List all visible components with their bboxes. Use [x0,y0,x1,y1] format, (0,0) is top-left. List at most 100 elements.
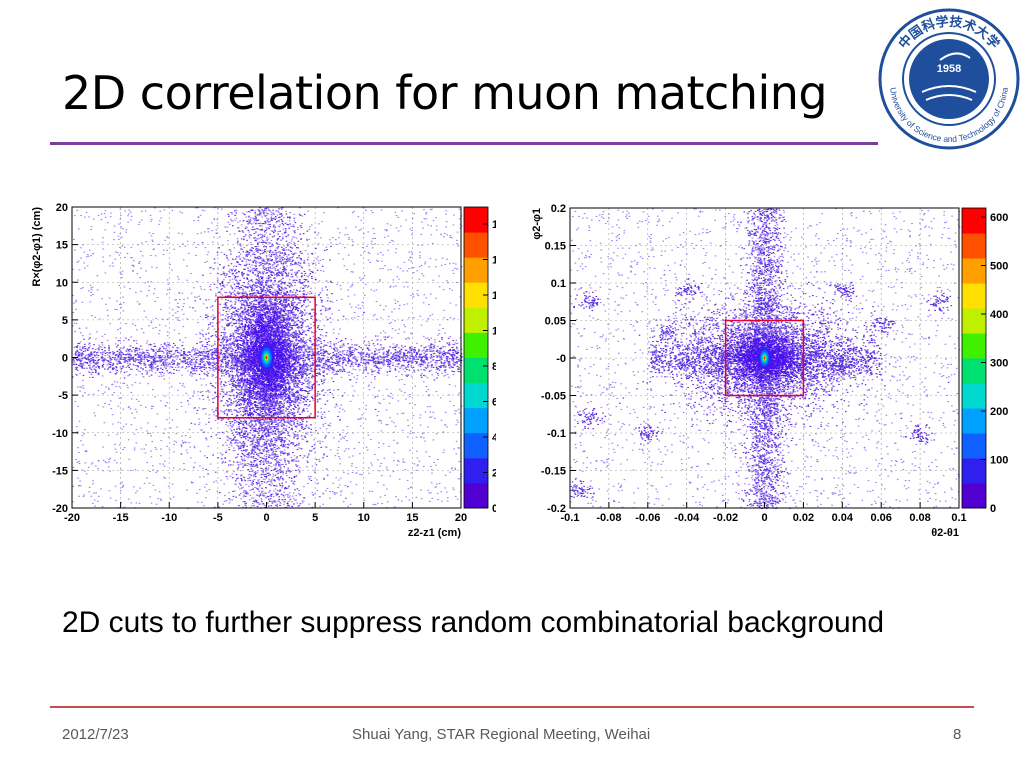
density-point [236,421,238,423]
density-point [295,475,298,477]
density-point [257,282,259,284]
density-point [233,233,236,235]
density-point [277,284,279,286]
density-point [240,320,242,322]
density-point [241,326,244,328]
density-point [270,331,272,333]
density-point [322,346,325,348]
density-point [275,314,278,316]
density-point [222,391,225,393]
density-point [316,348,319,350]
density-point [238,426,240,428]
density-point [283,266,285,268]
density-point [252,488,254,490]
density-point [252,311,254,313]
density-point [294,445,297,447]
density-point [285,421,287,423]
density-point [250,321,252,323]
density-point [280,315,282,317]
density-point [226,339,229,341]
density-point [280,419,283,421]
density-point [231,383,234,385]
density-point [251,438,253,440]
density-point [282,325,284,327]
density-point [238,298,240,300]
density-point [275,468,278,470]
density-point [277,220,280,222]
density-point [256,431,258,433]
density-point [324,310,327,312]
density-point [240,333,243,335]
density-point [374,408,377,410]
density-point [297,465,299,467]
density-point [223,327,226,329]
density-point [273,310,276,312]
density-point [295,396,298,398]
density-point [258,445,261,447]
density-point [227,320,229,322]
density-point [272,450,275,452]
density-point [251,440,254,442]
density-point [234,306,237,308]
density-point [275,294,277,296]
density-point [243,442,246,444]
density-point [212,344,215,346]
density-point [300,327,302,329]
density-point [237,365,240,367]
density-point [284,293,286,295]
density-point [302,354,304,356]
density-point [297,365,300,367]
density-point [239,264,242,266]
density-point [254,373,257,375]
density-point [237,308,240,310]
density-point [258,352,260,354]
density-point [253,388,256,390]
density-point [221,454,223,456]
density-point [315,338,318,340]
density-point [269,334,271,336]
density-point [315,304,318,306]
density-point [287,339,290,341]
density-point [223,334,226,336]
density-point [287,299,290,301]
density-point [283,441,285,443]
density-point [311,388,314,390]
density-point [240,369,242,371]
density-point [248,375,251,377]
density-point [245,338,247,340]
density-point [221,294,224,296]
density-point [300,318,303,320]
density-point [307,364,310,366]
density-point [261,316,264,318]
density-point [250,312,253,314]
density-point [238,320,240,322]
density-point [283,289,286,291]
density-point [263,430,265,432]
density-point [294,378,296,380]
density-point [333,344,336,346]
density-point [244,409,246,411]
density-point [256,458,259,460]
density-point [230,409,232,411]
density-point [301,397,303,399]
density-point [250,331,253,333]
density-point [317,411,319,413]
density-point [285,340,287,342]
density-point [268,318,270,320]
density-point [260,429,263,431]
density-point [278,405,281,407]
density-point [300,325,303,327]
density-point [288,400,290,402]
density-point [309,301,311,303]
density-point [287,294,289,296]
density-point [243,342,245,344]
density-point [319,373,321,375]
density-point [288,422,290,424]
density-point [255,406,258,408]
density-point [273,453,275,455]
density-point [310,356,313,358]
density-point [287,260,290,262]
density-point [222,366,224,368]
density-point [256,355,258,357]
density-point [284,312,287,314]
